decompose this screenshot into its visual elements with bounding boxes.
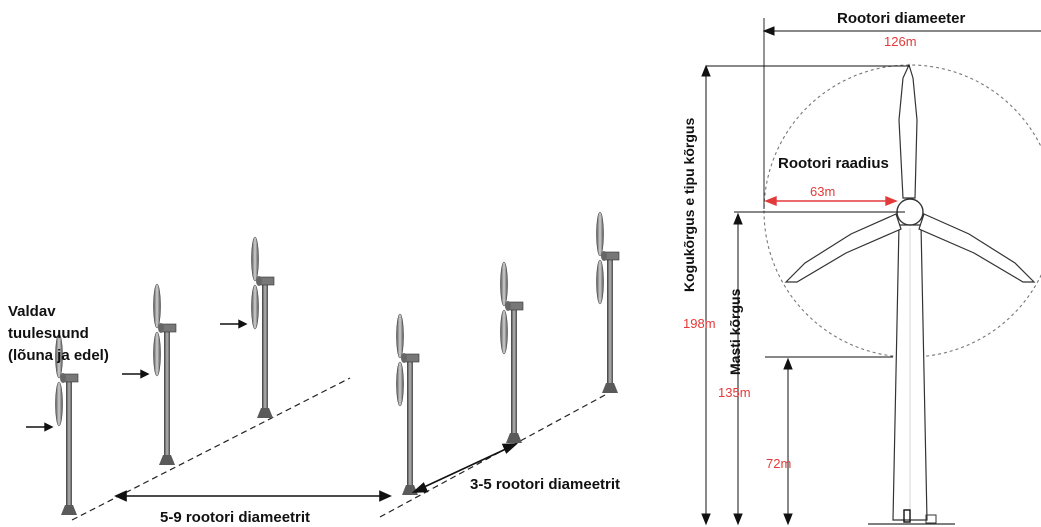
- wind-direction-label-line2: tuulesuund: [8, 325, 89, 342]
- turbine-spacing-label: 3-5 rootori diameetrit: [470, 476, 620, 493]
- rotor-diameter-value: 126m: [884, 34, 917, 49]
- turbine-row1-2: [153, 283, 177, 466]
- turbine-row2-3: [596, 211, 620, 394]
- row-spacing-label: 5-9 rootori diameetrit: [160, 509, 310, 526]
- rotor-diameter-label: Rootori diameeter: [837, 10, 966, 27]
- mast-height-label: Masti kõrgus: [727, 288, 743, 375]
- wind-direction-label-line1: Valdav: [8, 303, 56, 320]
- wind-arrow-icon: [26, 319, 248, 432]
- mast-height-value: 135m: [718, 385, 751, 400]
- turbine-row1-3: [251, 236, 275, 419]
- row-spacing-arrow: [114, 490, 392, 502]
- blade-left: [784, 213, 902, 283]
- blade-top: [898, 63, 918, 199]
- tower-door: [903, 509, 911, 523]
- total-height-label: Kogukõrgus e tipu kõrgus: [681, 118, 697, 292]
- rotor-radius-label: Rootori raadius: [778, 155, 889, 172]
- turbine-row2-2: [500, 261, 524, 444]
- turbine-row2-1: [396, 313, 420, 496]
- wind-farm-layout: Valdav tuulesuund (lõuna ja edel) 5-9 ro…: [8, 211, 620, 526]
- turbine-dimensions: Rootori diameeter 126m Rootori raadius 6…: [681, 10, 1041, 526]
- rotor-radius-value: 63m: [810, 184, 835, 199]
- turbine-spacing-arrow: [411, 443, 519, 493]
- row-line-front: [71, 377, 351, 521]
- wind-direction-label-line3: (lõuna ja edel): [8, 347, 109, 364]
- total-height-value: 198m: [683, 316, 716, 331]
- row-line-back: [379, 394, 606, 518]
- lower-height-value: 72m: [766, 456, 791, 471]
- blade-right: [918, 213, 1036, 283]
